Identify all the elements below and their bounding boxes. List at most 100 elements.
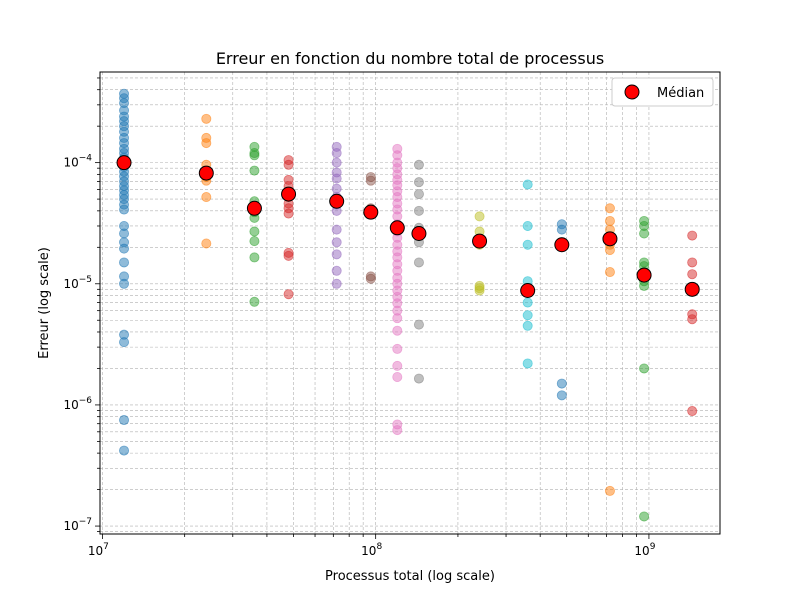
data-point — [639, 511, 650, 522]
median-point — [246, 200, 262, 216]
median-point — [198, 165, 214, 181]
y-tick-label: 10−5 — [63, 275, 92, 291]
plot-area-frame — [99, 71, 721, 535]
median-point — [411, 226, 427, 242]
data-point — [604, 485, 615, 496]
legend-median-marker — [624, 84, 640, 100]
data-point — [119, 228, 130, 239]
data-point — [249, 252, 260, 263]
data-point — [283, 289, 294, 300]
data-point — [474, 211, 485, 222]
data-point — [283, 159, 294, 170]
y-tick-label: 10−7 — [63, 517, 92, 533]
data-point — [331, 173, 342, 184]
median-points — [116, 155, 700, 299]
data-point — [119, 204, 130, 215]
median-point — [363, 204, 379, 220]
data-point — [556, 224, 567, 235]
median-point — [329, 193, 345, 209]
data-point — [392, 372, 403, 383]
data-point — [392, 325, 403, 336]
data-point — [331, 148, 342, 159]
data-point — [365, 273, 376, 284]
data-point — [392, 360, 403, 371]
data-point — [331, 183, 342, 194]
grid-layer — [100, 72, 720, 534]
data-point — [522, 179, 533, 190]
legend-box — [611, 77, 714, 107]
median-point — [389, 220, 405, 236]
data-point — [522, 220, 533, 231]
data-point — [413, 319, 424, 330]
data-point — [331, 278, 342, 289]
data-point — [331, 157, 342, 168]
data-point — [639, 280, 650, 291]
data-point — [604, 215, 615, 226]
data-point — [604, 267, 615, 278]
data-point — [331, 224, 342, 235]
data-point — [331, 237, 342, 248]
data-point — [365, 175, 376, 186]
median-point — [472, 233, 488, 249]
data-point — [119, 257, 130, 268]
data-point — [249, 296, 260, 307]
data-point — [392, 425, 403, 436]
data-point — [413, 257, 424, 268]
data-point — [201, 138, 212, 149]
data-point — [604, 203, 615, 214]
data-point — [119, 445, 130, 456]
median-point — [636, 267, 652, 283]
data-point — [474, 285, 485, 296]
data-point — [522, 320, 533, 331]
data-point — [687, 257, 698, 268]
x-tick-label: 108 — [361, 542, 382, 558]
data-point — [556, 390, 567, 401]
data-point — [201, 113, 212, 124]
data-point — [119, 278, 130, 289]
median-point — [684, 281, 700, 297]
data-point — [604, 245, 615, 256]
axis-ticks: 107 108 109 10−7 10−6 10−5 10−4 — [63, 77, 656, 558]
data-point — [522, 297, 533, 308]
median-point — [602, 231, 618, 247]
data-point — [413, 189, 424, 200]
median-point — [116, 155, 132, 171]
y-tick-label: 10−4 — [63, 154, 92, 170]
data-point — [687, 269, 698, 280]
x-tick-label: 107 — [88, 542, 109, 558]
y-tick-label: 10−6 — [63, 396, 92, 412]
data-point — [283, 208, 294, 219]
data-point — [639, 228, 650, 239]
data-point — [392, 343, 403, 354]
data-point — [687, 230, 698, 241]
data-point — [522, 358, 533, 369]
data-point — [687, 406, 698, 417]
data-point — [331, 265, 342, 276]
data-point — [413, 373, 424, 384]
chart-title: Erreur en fonction du nombre total de pr… — [216, 49, 604, 68]
data-point — [639, 363, 650, 374]
data-point — [413, 177, 424, 188]
data-point — [522, 239, 533, 250]
data-point — [522, 310, 533, 321]
x-tick-label: 109 — [634, 542, 655, 558]
legend: Médian — [611, 77, 714, 107]
median-point — [554, 237, 570, 253]
data-point — [201, 238, 212, 249]
median-point — [520, 283, 536, 299]
data-point — [331, 249, 342, 260]
y-axis-label: Erreur (log scale) — [37, 247, 52, 359]
data-point — [249, 236, 260, 247]
legend-median-label: Médian — [657, 86, 704, 101]
data-point — [201, 192, 212, 203]
data-point — [119, 337, 130, 348]
data-point — [119, 415, 130, 426]
data-point — [249, 165, 260, 176]
data-point — [249, 226, 260, 237]
data-point — [413, 159, 424, 170]
data-point — [556, 378, 567, 389]
data-point — [687, 314, 698, 325]
data-point — [119, 243, 130, 254]
